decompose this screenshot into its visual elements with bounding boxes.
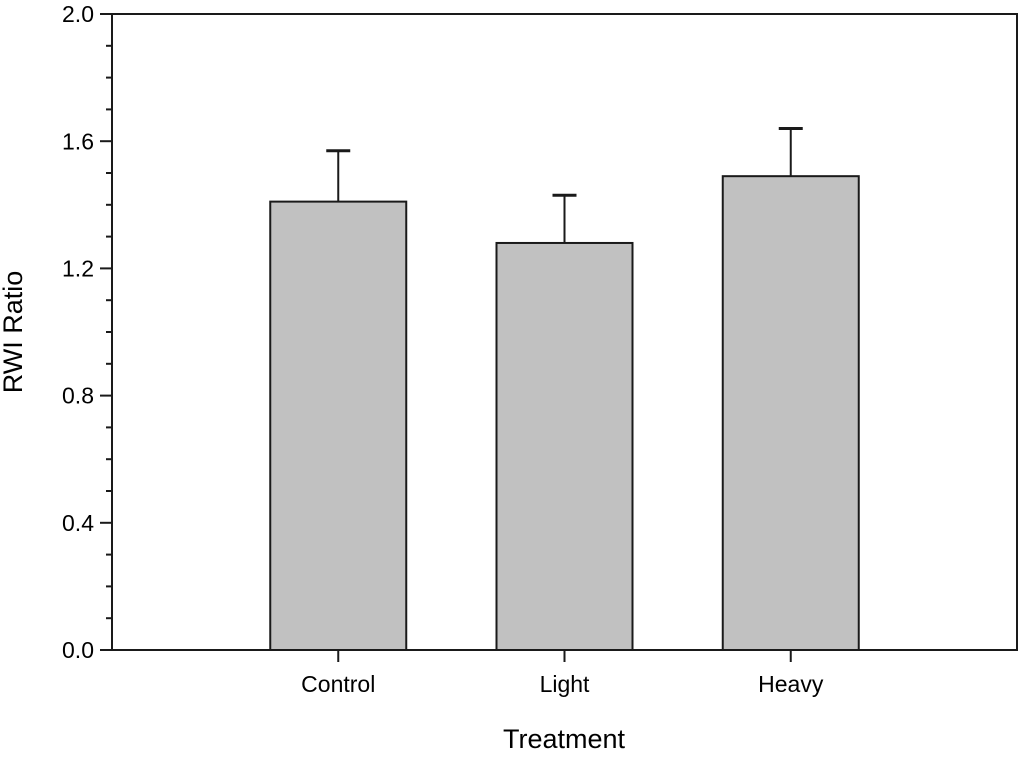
x-category-label-light: Light <box>540 671 590 697</box>
y-tick-label: 2.0 <box>62 1 94 27</box>
bars-layer <box>269 126 860 652</box>
x-axis-title: Treatment <box>503 724 626 754</box>
y-tick-label: 0.0 <box>62 637 94 663</box>
y-tick-label: 1.6 <box>62 128 94 154</box>
bar-control <box>269 200 408 651</box>
y-tick-label: 0.4 <box>62 510 94 536</box>
y-tick-label: 1.2 <box>62 255 94 281</box>
y-tick-label: 0.8 <box>62 383 94 409</box>
x-category-label-heavy: Heavy <box>758 671 824 697</box>
x-category-label-control: Control <box>301 671 375 697</box>
labels-layer: Control Light Heavy 0.0 0.4 0.8 1.2 1.6 2.0 <box>62 1 824 697</box>
plot-frame <box>111 13 1018 651</box>
y-axis-title: RWI Ratio <box>0 271 28 394</box>
bar-heavy <box>721 175 860 651</box>
axes-layer <box>100 13 1018 662</box>
bar-light <box>495 241 634 652</box>
